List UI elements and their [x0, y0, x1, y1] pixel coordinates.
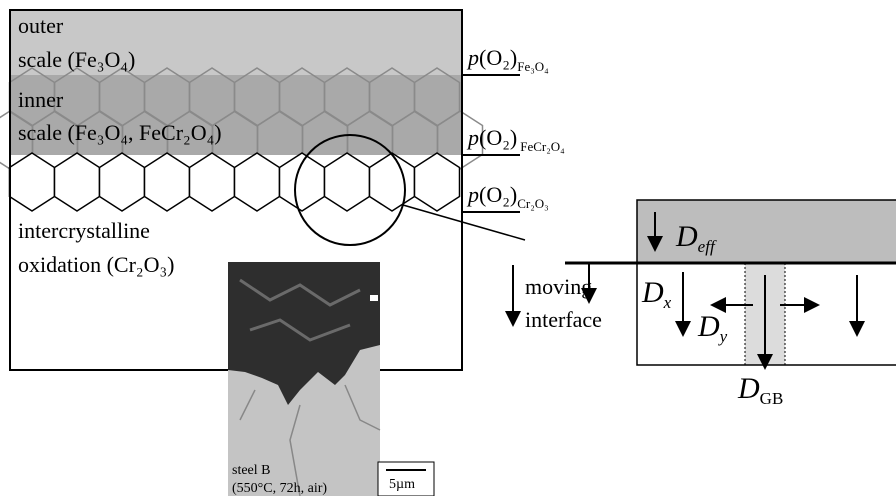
pressure-label: p(O₂)Cr₂O₃ [466, 182, 549, 211]
grain [235, 153, 280, 211]
sub: GB [760, 389, 784, 408]
grain [370, 153, 415, 211]
interface-label: moving [525, 274, 592, 299]
layer-label: intercrystalline [18, 218, 150, 243]
grain [55, 153, 100, 211]
phase: FeCr₂O₄ [520, 139, 565, 154]
sub: x [663, 293, 672, 312]
sub: eff [698, 237, 717, 256]
d-gb: DGB [737, 372, 783, 408]
micrograph [228, 262, 434, 496]
grain [145, 153, 190, 211]
page: outer scale (Fe₃O₄) inner scale (Fe₃O₄, … [0, 0, 896, 496]
d: D [641, 276, 664, 309]
phase: Cr₂O₃ [517, 196, 548, 211]
layer-label: scale (Fe₃O₄) [18, 47, 135, 72]
micrograph-conditions: (550°C, 72h, air) [232, 481, 327, 496]
micrograph-sample: steel B [232, 463, 271, 478]
layer-label: oxidation (Cr₂O₃) [18, 252, 174, 277]
p: p [466, 45, 479, 70]
interface-label: interface [525, 307, 602, 332]
o2: (O₂) [479, 125, 517, 150]
grain [10, 153, 55, 211]
leader-line [403, 205, 525, 240]
grain [190, 153, 235, 211]
o2: (O₂) [479, 45, 517, 70]
grain [100, 153, 145, 211]
d: D [737, 372, 760, 405]
layer-label: inner [18, 87, 64, 112]
d-x: Dx [641, 276, 672, 312]
p: p [466, 182, 479, 207]
pressure-label: p(O₂)FeCr₂O₄ [466, 125, 565, 154]
diagram: outer scale (Fe₃O₄) inner scale (Fe₃O₄, … [0, 0, 896, 496]
d: D [697, 310, 720, 343]
grain [325, 153, 370, 211]
pressure-label: p(O₂)Fe₃O₄ [466, 45, 549, 74]
grain [415, 153, 460, 211]
d: D [675, 220, 698, 253]
phase: Fe₃O₄ [517, 59, 549, 74]
scale-bar-label: 5µm [389, 477, 415, 492]
o2: (O₂) [479, 182, 517, 207]
p: p [466, 125, 479, 150]
sub: y [718, 327, 728, 346]
d-y: Dy [697, 310, 728, 346]
layer-label: outer [18, 13, 64, 38]
layer-label: scale (Fe₃O₄, FeCr₂O₄) [18, 120, 222, 145]
